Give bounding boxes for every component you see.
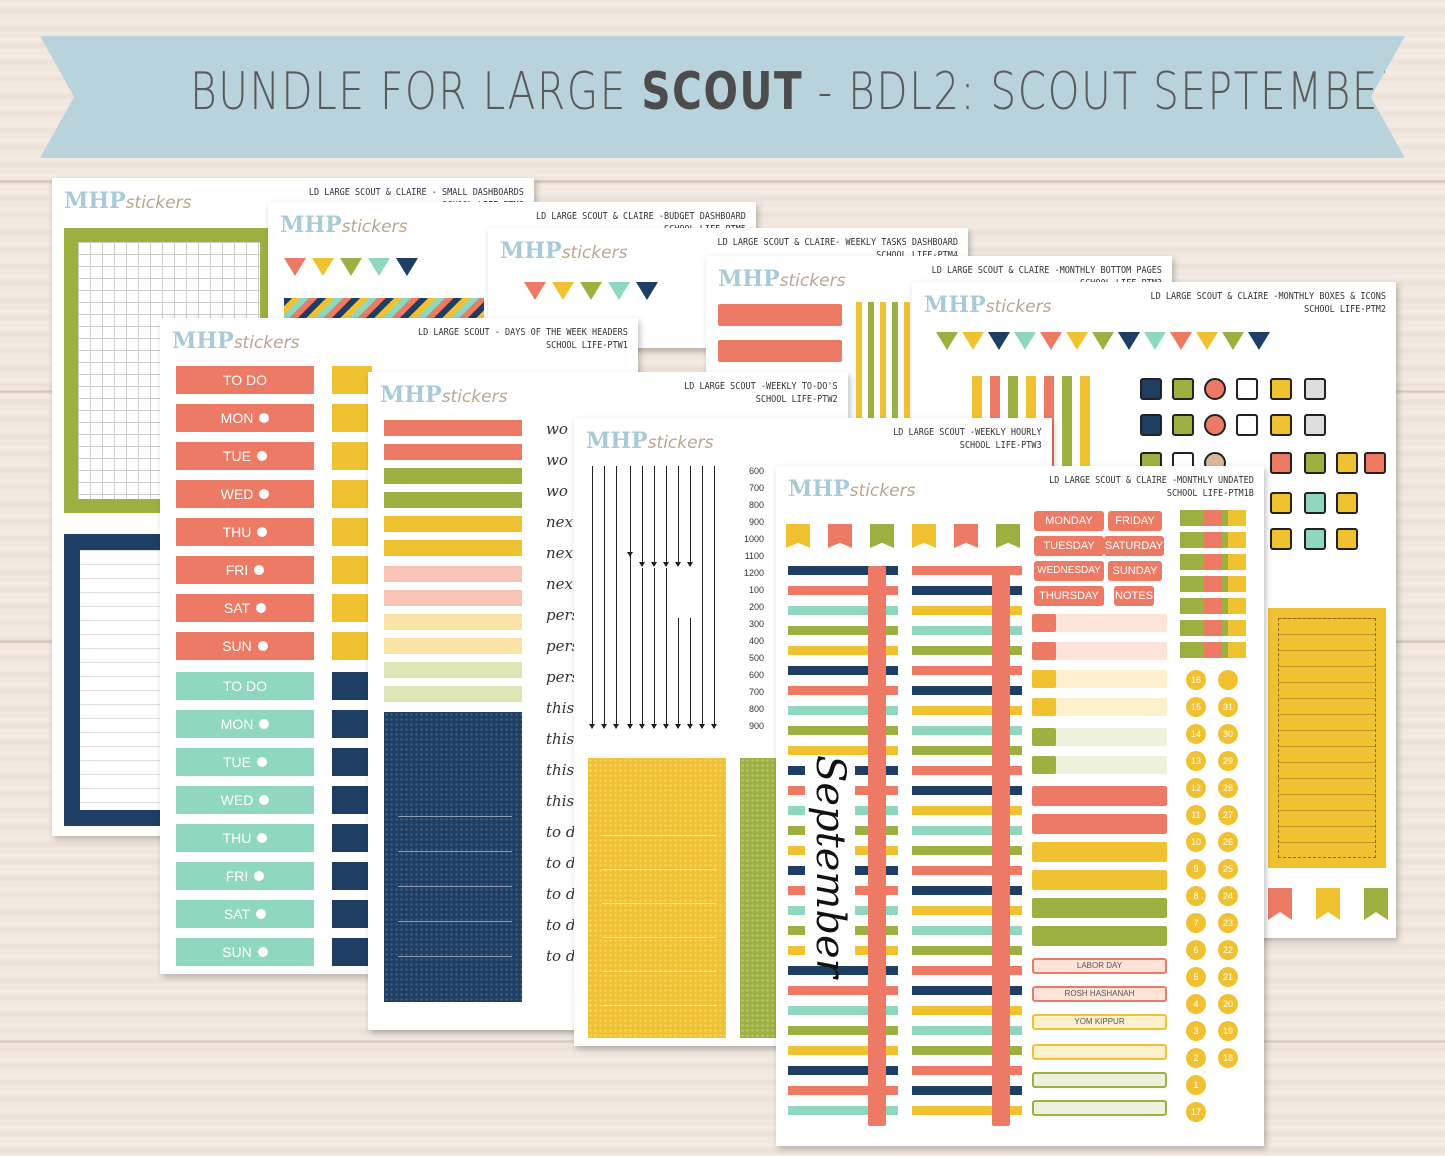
header-sat: SAT <box>176 900 314 928</box>
label-notes: NOTES <box>1114 586 1154 606</box>
sheet-title: LD LARGE SCOUT & CLAIRE- WEEKLY TASKS DA… <box>717 237 958 261</box>
logo: MHPstickers <box>500 238 628 264</box>
navy-column <box>332 672 372 966</box>
washing-machine-icon <box>1336 528 1358 550</box>
title-banner: BUNDLE FOR LARGE SCOUT - BDL2: SCOUT SEP… <box>40 36 1405 158</box>
header-todo: TO DO <box>176 672 314 700</box>
header-todo: TO DO <box>176 366 314 394</box>
holiday-labor-day: LABOR DAY <box>1032 958 1167 974</box>
mail-icon <box>1172 414 1194 436</box>
holiday-yom-kippur: YOM KIPPUR <box>1032 1014 1167 1030</box>
label-wednesday: WEDNESDAY <box>1034 561 1104 581</box>
notes-box <box>1268 608 1386 868</box>
header-sun: SUN <box>176 938 314 966</box>
wallet-icon <box>1140 378 1162 400</box>
book-icon <box>1270 492 1292 514</box>
label-monday: MONDAY <box>1034 511 1104 531</box>
square-grid-yellow <box>1228 510 1246 660</box>
month-name: September <box>805 755 855 978</box>
kettlebell-icon <box>1204 378 1226 400</box>
coral-column <box>992 566 1010 1126</box>
bunting <box>936 332 1270 350</box>
sheet-title: LD LARGE SCOUT & CLAIRE -MONTHLY UNDATED… <box>1049 475 1254 499</box>
sneaker-icon <box>1270 452 1292 474</box>
holiday-rosh-hashanah: ROSH HASHANAH <box>1032 986 1167 1002</box>
header-wed: WED <box>176 480 314 508</box>
kettlebell-icon <box>1204 414 1226 436</box>
washing-machine-icon <box>1336 492 1358 514</box>
mail-icon <box>1172 378 1194 400</box>
book-icon <box>1270 528 1292 550</box>
label-tuesday: TUESDAY <box>1034 536 1104 556</box>
logo: MHPstickers <box>280 212 408 238</box>
cake-icon <box>1270 414 1292 436</box>
sheet-title: LD LARGE SCOUT & CLAIRE -MONTHLY BOXES &… <box>1150 291 1386 315</box>
header-thu: THU <box>176 518 314 546</box>
label-sunday: SUNDAY <box>1108 561 1162 581</box>
sheet-title: LD LARGE SCOUT -WEEKLY HOURLY SCHOOL LIFE… <box>893 427 1042 451</box>
bunting <box>284 258 418 276</box>
wallet-icon <box>1140 414 1162 436</box>
luggage-icon <box>1304 492 1326 514</box>
title-part-1: BUNDLE FOR LARGE <box>190 62 642 122</box>
coral-column <box>868 566 886 1126</box>
header-mon: MON <box>176 710 314 738</box>
stripe-block <box>856 302 912 432</box>
logo: MHPstickers <box>718 266 846 292</box>
blank-label <box>1032 1100 1167 1116</box>
logo: MHPstickers <box>586 428 714 454</box>
square-grid-coral <box>1204 510 1222 660</box>
bunting <box>524 282 658 300</box>
header-tue: TUE <box>176 442 314 470</box>
monthly-flag-row <box>786 524 1020 548</box>
label-friday: FRIDAY <box>1108 511 1162 531</box>
flag-stickers <box>1268 888 1388 920</box>
coral-strip <box>718 340 842 362</box>
yellow-column <box>332 366 372 660</box>
header-tue: TUE <box>176 748 314 776</box>
stripe-strip <box>284 298 484 318</box>
navy-dot-box <box>384 712 522 1002</box>
header-mon: MON <box>176 404 314 432</box>
logo: MHPstickers <box>788 476 916 502</box>
logo: MHPstickers <box>924 292 1052 318</box>
receipt-icon <box>1236 414 1258 436</box>
logo: MHPstickers <box>64 188 192 214</box>
cake-icon <box>1270 378 1292 400</box>
pill-bottle-icon <box>1336 452 1358 474</box>
gas-pump-icon <box>1304 452 1326 474</box>
banner-title: BUNDLE FOR LARGE SCOUT - BDL2: SCOUT SEP… <box>190 62 1405 122</box>
coral-strip <box>718 304 842 326</box>
sheet-title: LD LARGE SCOUT -WEEKLY TO-DO'S SCHOOL LIF… <box>684 381 838 405</box>
header-wed: WED <box>176 786 314 814</box>
logo: MHPstickers <box>172 328 300 354</box>
luggage-icon <box>1304 528 1326 550</box>
header-sun: SUN <box>176 632 314 660</box>
receipt-icon <box>1236 378 1258 400</box>
title-bold: SCOUT <box>641 62 804 122</box>
stripe-stack <box>384 420 522 560</box>
trash-icon <box>1304 414 1326 436</box>
mustard-box <box>588 758 726 1038</box>
hour-labels: 600 700 800 900 1000 1100 1200 100 200 300 400 500 6… <box>743 466 764 731</box>
sheet-title: LD LARGE SCOUT - DAYS OF THE WEEK HEADER… <box>418 327 628 351</box>
header-sat: SAT <box>176 594 314 622</box>
header-thu: THU <box>176 824 314 852</box>
title-part-2: - BDL2: SCOUT SEPTEMBER <box>803 62 1409 122</box>
trash-icon <box>1304 378 1326 400</box>
header-fri: FRI <box>176 556 314 584</box>
label-thursday: THURSDAY <box>1034 586 1104 606</box>
logo: MHPstickers <box>380 382 508 408</box>
menu-icon <box>1364 452 1386 474</box>
pastel-stack <box>384 566 522 706</box>
blank-label <box>1032 1072 1167 1088</box>
olive-box <box>740 758 780 1038</box>
header-fri: FRI <box>176 862 314 890</box>
blank-label <box>1032 1044 1167 1060</box>
label-saturday: SATURDAY <box>1104 536 1164 556</box>
